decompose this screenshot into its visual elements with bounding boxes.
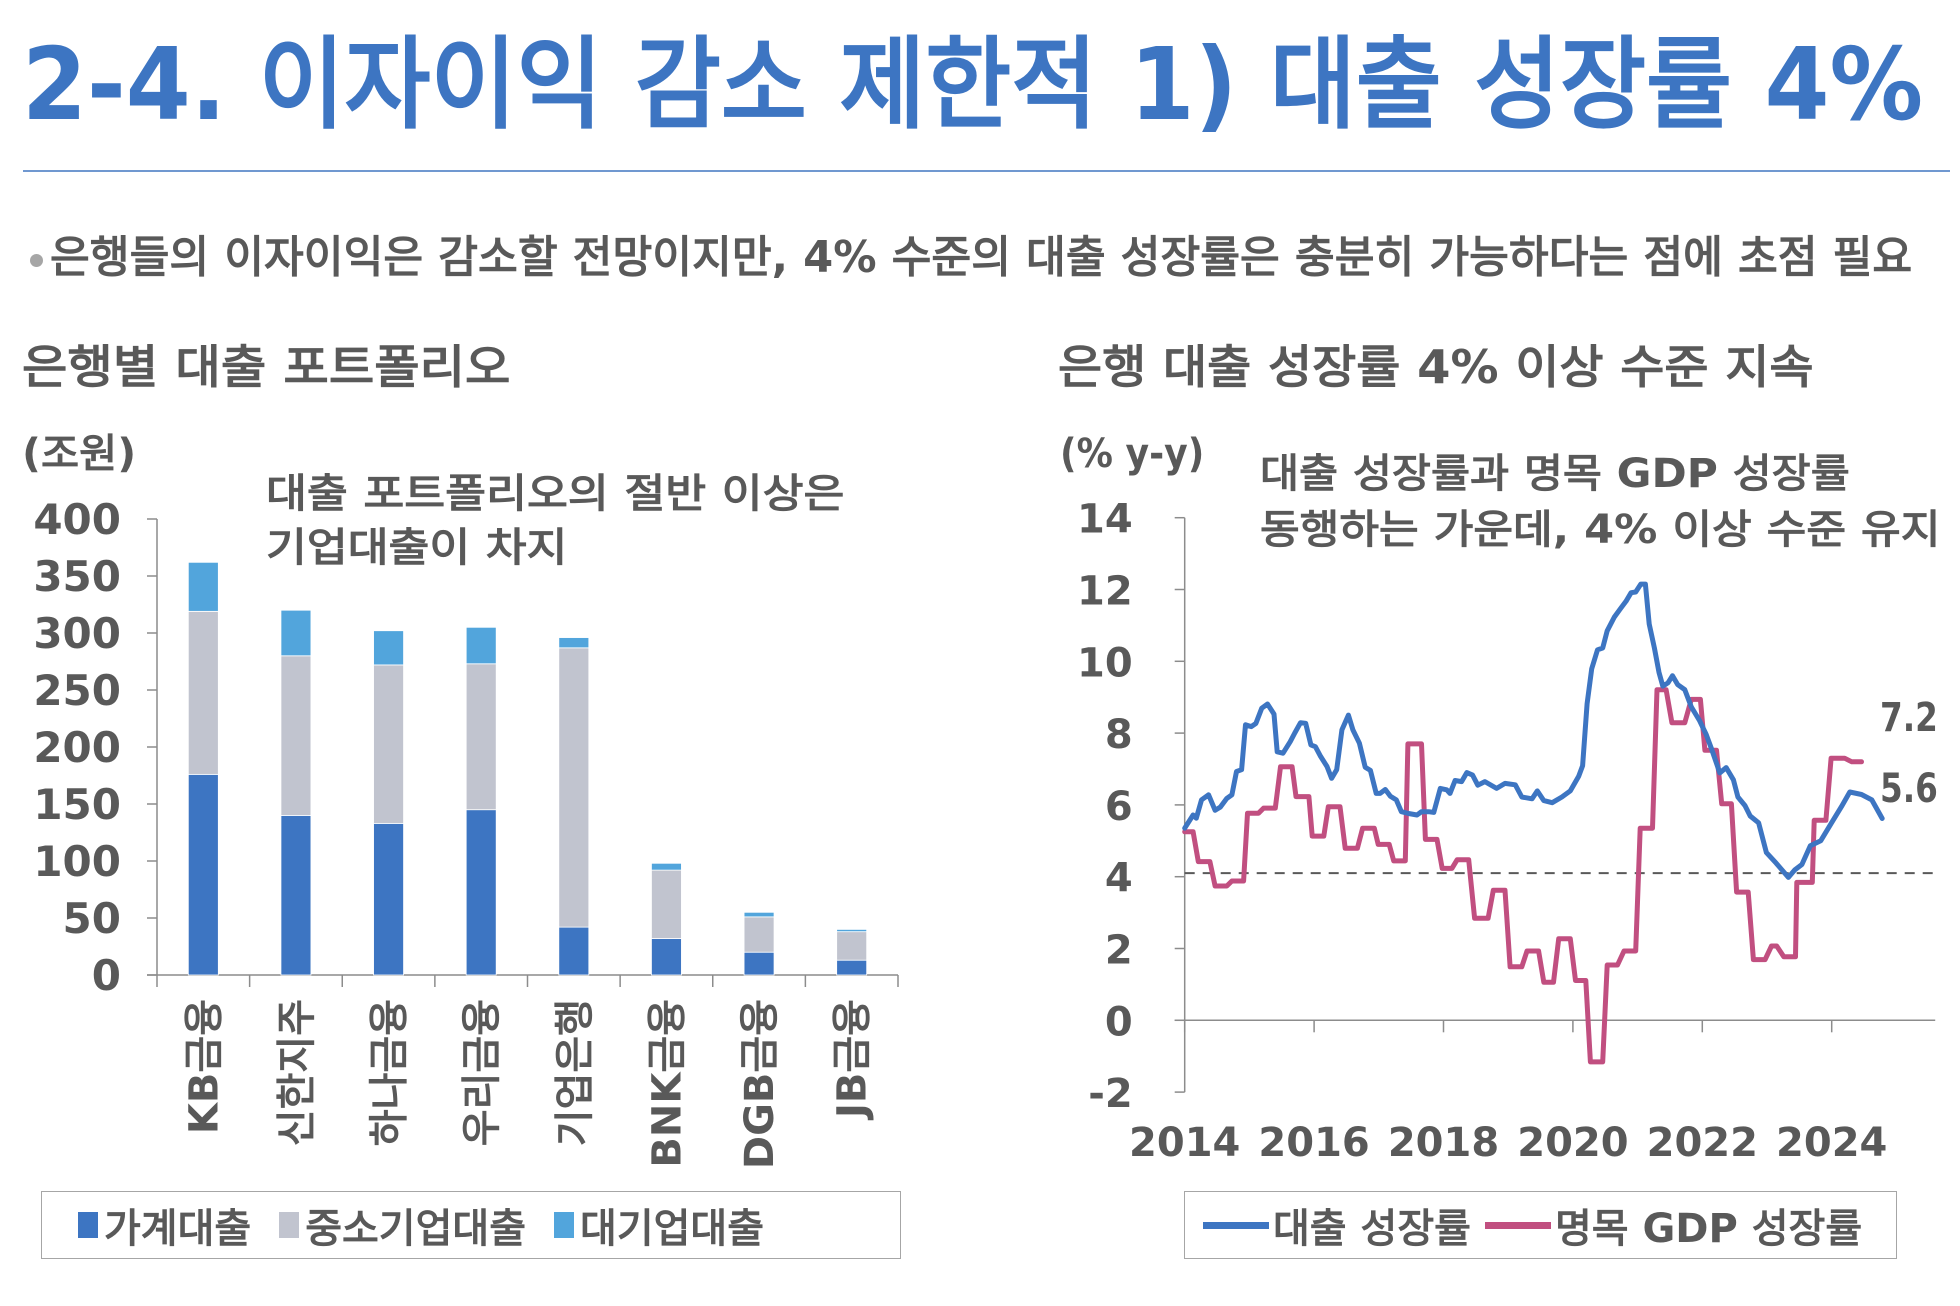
y-tick-label: 400 [33, 495, 121, 544]
y-tick-label: 100 [33, 837, 121, 886]
summary-text: 은행들의 이자이익은 감소할 전망이지만, 4% 수준의 대출 성장률은 충분히… [50, 232, 1913, 283]
x-tick-label: 2024 [1776, 1120, 1887, 1166]
legend-item-loan-growth: 대출 성장률 [1203, 1196, 1471, 1254]
bar-segment-sme [465, 663, 497, 811]
y-tick-label: 2 [1105, 928, 1133, 974]
y-tick-label: 14 [1077, 497, 1133, 543]
x-tick-label: 2022 [1647, 1120, 1758, 1166]
bar-segment-large-corp [187, 561, 219, 612]
bar-segment-household [187, 773, 219, 976]
category-label: 신한지주 [274, 999, 320, 1146]
y-tick-label: 6 [1105, 784, 1133, 830]
y-tick-label: 150 [33, 780, 121, 829]
title-divider [23, 170, 1950, 172]
legend-item-household: 가계대출 [78, 1196, 251, 1254]
bar-segment-sme [651, 869, 682, 939]
y-tick-label: 0 [92, 951, 121, 1000]
y-tick-label: 0 [1105, 999, 1133, 1045]
bar-segment-large-corp [836, 929, 868, 933]
left-annotation-line2: 기업대출이 차지 [266, 525, 568, 571]
bar-segment-sme [280, 655, 312, 816]
gdp-growth-line-icon [1484, 1221, 1551, 1229]
loan-growth-line [1182, 581, 1885, 880]
category-label: 우리금융 [459, 999, 505, 1146]
gdp-end-label: 7.2 [1880, 695, 1938, 741]
bar-segment-household [836, 959, 868, 976]
right-unit-label: (% y-y) [1060, 431, 1205, 477]
legend-label: 대출 성장률 [1273, 1206, 1471, 1252]
large-corp-swatch-icon [554, 1212, 575, 1238]
category-label: KB금융 [181, 999, 227, 1134]
x-tick-label: 2016 [1258, 1120, 1369, 1166]
x-tick-label: 2014 [1129, 1120, 1240, 1166]
left-annotation-line1: 대출 포트폴리오의 절반 이상은 [266, 471, 845, 517]
y-tick-label: 250 [33, 666, 121, 715]
legend-item-large-corp: 대기업대출 [554, 1196, 764, 1254]
y-tick-label: 300 [33, 609, 121, 658]
category-label: 하나금융 [367, 999, 413, 1146]
x-tick-label: 2018 [1388, 1120, 1499, 1166]
bar-segment-large-corp [651, 862, 682, 871]
y-tick-label: 8 [1105, 712, 1133, 758]
bar-segment-sme [373, 664, 404, 824]
bar-segment-sme [743, 916, 775, 953]
bar-segment-large-corp [743, 911, 775, 918]
right-annotation-line1: 대출 성장률과 명목 GDP 성장률 [1260, 451, 1850, 497]
loan-end-label: 5.6 [1880, 766, 1938, 812]
category-label: DGB금융 [737, 999, 783, 1169]
legend-label: 가계대출 [104, 1206, 252, 1252]
y-tick-label: 4 [1105, 856, 1133, 902]
household-swatch-icon [78, 1212, 98, 1238]
legend-item-sme: 중소기업대출 [279, 1196, 526, 1254]
bar-segment-household [373, 822, 404, 976]
bar-segment-large-corp [558, 637, 590, 649]
legend-label: 중소기업대출 [305, 1206, 527, 1252]
y-tick-label: 200 [33, 723, 121, 772]
line-chart-legend: 대출 성장률 명목 GDP 성장률 [1184, 1191, 1897, 1259]
right-annotation-line2: 동행하는 가운데, 4% 이상 수준 유지 [1260, 507, 1941, 553]
right-section-title: 은행 대출 성장률 4% 이상 수준 지속 [1058, 340, 1814, 394]
bullet-icon [30, 254, 43, 267]
legend-label: 명목 GDP 성장률 [1554, 1206, 1863, 1252]
bar-segment-large-corp [465, 626, 497, 665]
bar-segment-household [280, 815, 312, 976]
y-tick-label: 350 [33, 552, 121, 601]
x-tick-label: 2020 [1517, 1120, 1628, 1166]
legend-label: 대기업대출 [580, 1206, 765, 1252]
category-label: BNK금융 [644, 999, 690, 1168]
bar-segment-household [558, 926, 590, 976]
left-unit-label: (조원) [22, 431, 137, 477]
loan-growth-line-icon [1203, 1221, 1269, 1229]
page-title: 2-4. 이자이익 감소 제한적 1) 대출 성장률 4% [22, 26, 1924, 143]
left-section-title: 은행별 대출 포트폴리오 [22, 340, 511, 394]
bar-segment-sme [558, 647, 590, 928]
y-tick-label: -2 [1088, 1071, 1132, 1117]
bar-chart-legend: 가계대출 중소기업대출 대기업대출 [41, 1191, 901, 1259]
bar-segment-large-corp [280, 609, 312, 657]
legend-item-gdp-growth: 명목 GDP 성장률 [1484, 1196, 1863, 1254]
bar-segment-sme [836, 931, 868, 961]
bar-segment-household [465, 809, 497, 976]
bar-segment-sme [187, 610, 219, 775]
bar-segment-large-corp [373, 630, 404, 666]
category-label: JB금융 [830, 999, 876, 1121]
y-tick-label: 50 [63, 894, 121, 943]
y-tick-label: 12 [1077, 569, 1133, 615]
category-label: 기업은행 [552, 999, 598, 1146]
sme-swatch-icon [279, 1212, 300, 1238]
bar-segment-household [743, 951, 775, 976]
y-tick-label: 10 [1077, 640, 1133, 686]
gdp-growth-line [1182, 687, 1864, 1065]
bar-segment-household [651, 938, 682, 976]
